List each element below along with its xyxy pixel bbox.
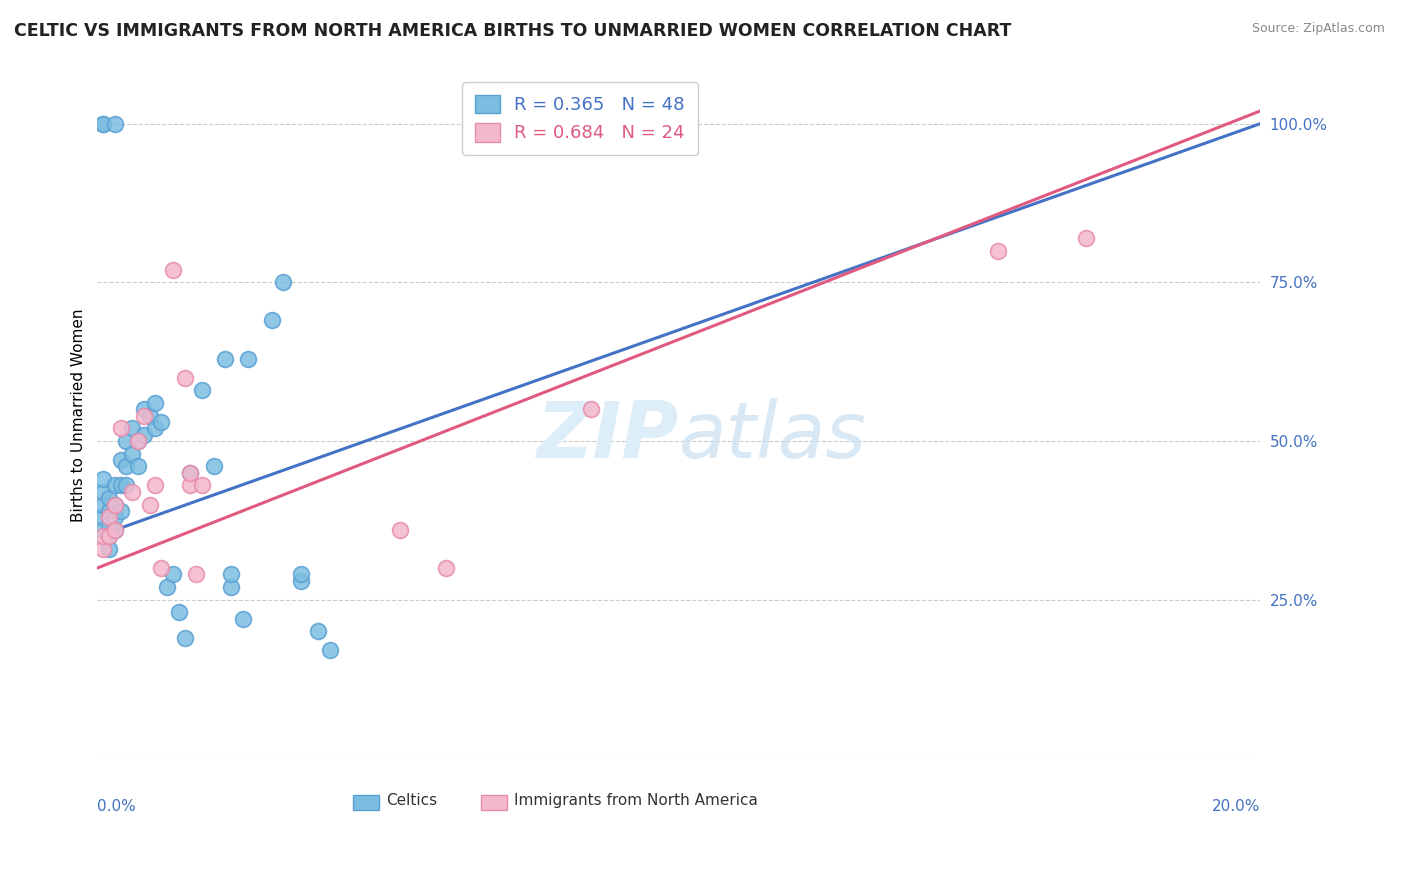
Point [138, 498, 160, 512]
Point [132, 402, 155, 417]
Text: 0.0%: 0.0% [97, 799, 136, 814]
Point [91, 510, 114, 524]
Text: Immigrants from North America: Immigrants from North America [513, 793, 758, 808]
Point [127, 434, 149, 448]
Point [104, 523, 127, 537]
Point [110, 453, 132, 467]
Point [104, 117, 127, 131]
FancyBboxPatch shape [481, 795, 506, 810]
FancyBboxPatch shape [353, 795, 378, 810]
Point [127, 459, 149, 474]
Point [173, 370, 195, 384]
Point [202, 459, 225, 474]
Point [91, 484, 114, 499]
Y-axis label: Births to Unmarried Women: Births to Unmarried Women [72, 309, 86, 523]
Point [115, 478, 138, 492]
Point [173, 631, 195, 645]
Point [238, 351, 260, 366]
Point [98, 510, 121, 524]
Point [132, 409, 155, 423]
Point [91, 541, 114, 556]
Point [319, 643, 342, 657]
Point [581, 402, 603, 417]
Point [987, 244, 1010, 258]
Point [121, 484, 143, 499]
Point [98, 541, 121, 556]
Point [434, 561, 457, 575]
Point [110, 421, 132, 435]
Point [91, 472, 114, 486]
Text: ZIP: ZIP [537, 398, 679, 475]
Point [91, 117, 114, 131]
Point [104, 498, 127, 512]
Point [110, 478, 132, 492]
Point [104, 498, 127, 512]
Point [191, 384, 214, 398]
Point [91, 498, 114, 512]
Text: 20.0%: 20.0% [1212, 799, 1260, 814]
Point [98, 491, 121, 505]
Point [219, 567, 242, 582]
Point [115, 434, 138, 448]
Point [290, 574, 312, 588]
Point [138, 409, 160, 423]
Point [150, 415, 173, 429]
Legend: R = 0.365   N = 48, R = 0.684   N = 24: R = 0.365 N = 48, R = 0.684 N = 24 [463, 82, 697, 155]
Point [150, 561, 173, 575]
Point [104, 478, 127, 492]
Point [179, 478, 201, 492]
Point [219, 580, 242, 594]
Point [145, 421, 167, 435]
Point [167, 606, 190, 620]
Point [179, 466, 201, 480]
Point [307, 624, 329, 639]
Point [145, 478, 167, 492]
Text: Source: ZipAtlas.com: Source: ZipAtlas.com [1251, 22, 1385, 36]
Point [91, 117, 114, 131]
Point [115, 459, 138, 474]
Point [388, 523, 411, 537]
Point [232, 612, 254, 626]
Point [145, 396, 167, 410]
Point [132, 427, 155, 442]
Text: Celtics: Celtics [385, 793, 437, 808]
Point [162, 262, 184, 277]
Point [290, 567, 312, 582]
Point [273, 276, 295, 290]
Point [179, 466, 201, 480]
Point [98, 516, 121, 531]
Point [104, 523, 127, 537]
Text: CELTIC VS IMMIGRANTS FROM NORTH AMERICA BIRTHS TO UNMARRIED WOMEN CORRELATION CH: CELTIC VS IMMIGRANTS FROM NORTH AMERICA … [14, 22, 1011, 40]
Point [214, 351, 236, 366]
Point [98, 529, 121, 543]
Point [156, 580, 179, 594]
Point [127, 434, 149, 448]
Point [1074, 231, 1097, 245]
Point [191, 478, 214, 492]
Point [186, 567, 208, 582]
Point [104, 510, 127, 524]
Point [260, 313, 283, 327]
Point [110, 504, 132, 518]
Text: atlas: atlas [679, 398, 866, 475]
Point [91, 529, 114, 543]
Point [98, 504, 121, 518]
Point [121, 421, 143, 435]
Point [98, 529, 121, 543]
Point [162, 567, 184, 582]
Point [91, 523, 114, 537]
Point [121, 447, 143, 461]
